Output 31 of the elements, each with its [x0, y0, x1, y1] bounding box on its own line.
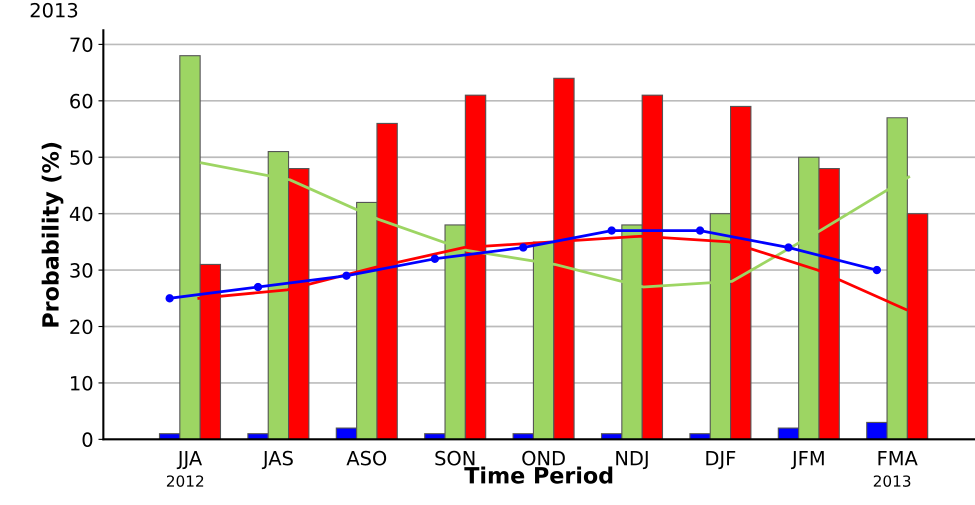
point	[165, 294, 174, 302]
x-axis-title: Time Period	[464, 466, 612, 484]
x-tick-label: SON	[435, 450, 474, 466]
point	[608, 226, 616, 235]
x-tick-label: NDJ	[616, 451, 648, 470]
y-tick-label: 70	[70, 37, 92, 52]
x-tick-label: JJA	[176, 451, 202, 470]
y-tick-label: 40	[70, 206, 92, 222]
y-tick-label: 0	[82, 432, 92, 448]
text: 2013	[30, 2, 78, 18]
point	[872, 266, 882, 274]
x-tick-label: JAS	[262, 450, 293, 470]
point	[696, 226, 704, 235]
point	[519, 243, 528, 252]
y-tick-label: 50	[70, 150, 92, 165]
point	[784, 243, 793, 252]
point	[342, 272, 351, 280]
x-tick-label: ASO	[346, 450, 386, 466]
y-tick-label: 10	[71, 376, 92, 391]
y-tick-label: 20	[70, 319, 92, 334]
x-tick-label: JFM	[790, 451, 824, 470]
y-axis-title: Probability (%)	[42, 142, 64, 327]
y-tick-label: 30	[70, 263, 92, 278]
point	[430, 254, 440, 263]
x-tick-label: OND	[522, 450, 565, 466]
x-tick-label: FMA	[878, 451, 918, 466]
text: 2012	[166, 475, 204, 487]
point	[254, 282, 262, 292]
text: 2013	[874, 475, 910, 487]
x-tick-label: DJF	[706, 451, 736, 470]
y-tick-label: 60	[70, 94, 92, 108]
